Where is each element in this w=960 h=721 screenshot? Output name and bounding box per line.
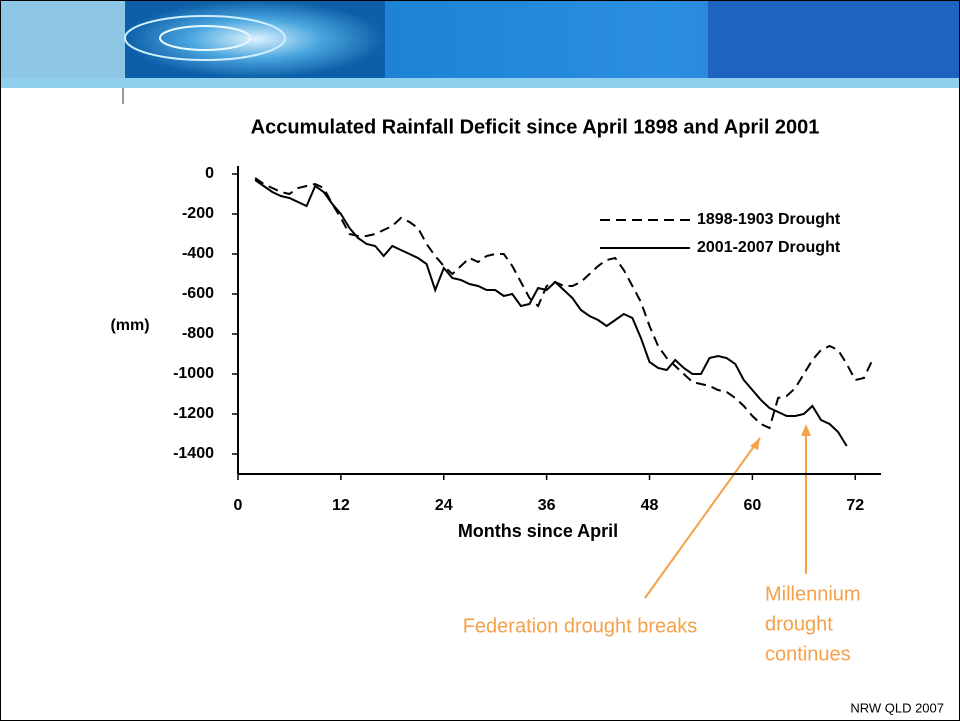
- x-tick-label: 60: [744, 497, 762, 514]
- arrow-head: [750, 438, 760, 450]
- x-tick-label: 36: [538, 497, 556, 514]
- x-tick-label: 0: [234, 497, 243, 514]
- y-tick-label: 0: [205, 165, 214, 182]
- chart-title: Accumulated Rainfall Deficit since April…: [251, 116, 820, 138]
- ripple: [124, 15, 286, 61]
- y-axis-label: (mm): [110, 317, 149, 334]
- header-water: [0, 0, 125, 78]
- x-tick-label: 48: [641, 497, 659, 514]
- y-tick-label: -1000: [173, 365, 214, 382]
- ripple: [159, 25, 251, 51]
- x-tick-label: 12: [332, 497, 350, 514]
- y-tick-label: -600: [182, 285, 214, 302]
- data-line: [254, 179, 848, 447]
- y-tick-label: -1200: [173, 405, 214, 422]
- header-stripe: [0, 78, 960, 88]
- header-ripple: [125, 0, 385, 78]
- legend-label: 1898-1903 Drought: [697, 211, 841, 228]
- x-axis-label: Months since April: [458, 521, 618, 541]
- y-tick-label: -1400: [173, 445, 214, 462]
- x-tick-label: 72: [846, 497, 864, 514]
- annotation: continues: [765, 643, 851, 665]
- annotation: Federation drought breaks: [463, 615, 698, 637]
- y-tick-label: -200: [182, 205, 214, 222]
- y-tick-label: -400: [182, 245, 214, 262]
- legend-label: 2001-2007 Drought: [697, 239, 841, 256]
- y-tick-label: -800: [182, 325, 214, 342]
- annotation-arrow: [644, 437, 761, 599]
- footer: NRW QLD 2007: [850, 700, 944, 715]
- x-tick-label: 24: [435, 497, 453, 514]
- annotation: drought: [765, 613, 833, 635]
- annotation: Millennium: [765, 583, 861, 605]
- arrow-head: [801, 424, 811, 436]
- header-panel: [708, 0, 960, 78]
- data-line: [254, 177, 874, 430]
